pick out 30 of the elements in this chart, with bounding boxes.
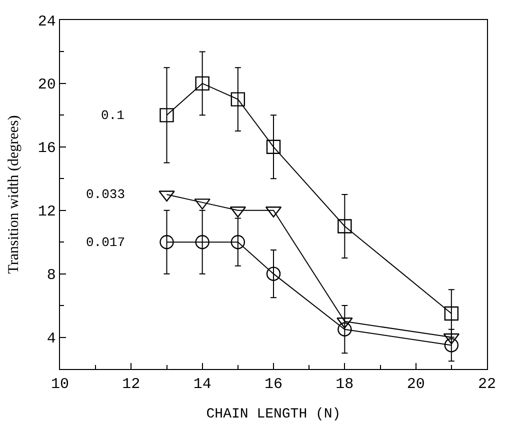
x-tick-label: 12 xyxy=(122,376,140,394)
point xyxy=(160,234,174,250)
point xyxy=(230,234,246,250)
x-axis-title: CHAIN LENGTH (N) xyxy=(206,406,341,422)
x-tick-label: 14 xyxy=(193,376,212,394)
y-tick-label: 24 xyxy=(38,13,56,30)
point xyxy=(230,92,246,106)
x-tick-label: 22 xyxy=(478,376,496,394)
y-axis-title: Transition width (degrees) xyxy=(6,115,22,274)
text: 0.033 xyxy=(86,187,126,202)
y-tick-label: 8 xyxy=(46,267,56,284)
y-tick-label: 12 xyxy=(38,204,56,221)
point xyxy=(266,140,281,154)
x-tick-label: 10 xyxy=(50,376,70,394)
point xyxy=(338,219,352,234)
text: 0.1 xyxy=(101,108,125,123)
y-tick-label: 4 xyxy=(46,330,56,348)
point xyxy=(338,322,352,336)
y-tick-label: 16 xyxy=(38,140,56,158)
point xyxy=(266,266,281,281)
text: 0.017 xyxy=(86,235,126,250)
point xyxy=(195,76,210,91)
x-tick-label: 20 xyxy=(406,376,425,394)
x-tick-label: 18 xyxy=(336,376,354,394)
point xyxy=(160,108,174,122)
point xyxy=(444,306,459,321)
point xyxy=(195,234,210,250)
y-tick-label: 20 xyxy=(38,76,56,94)
point xyxy=(444,338,459,352)
x-tick-label: 16 xyxy=(264,376,283,394)
